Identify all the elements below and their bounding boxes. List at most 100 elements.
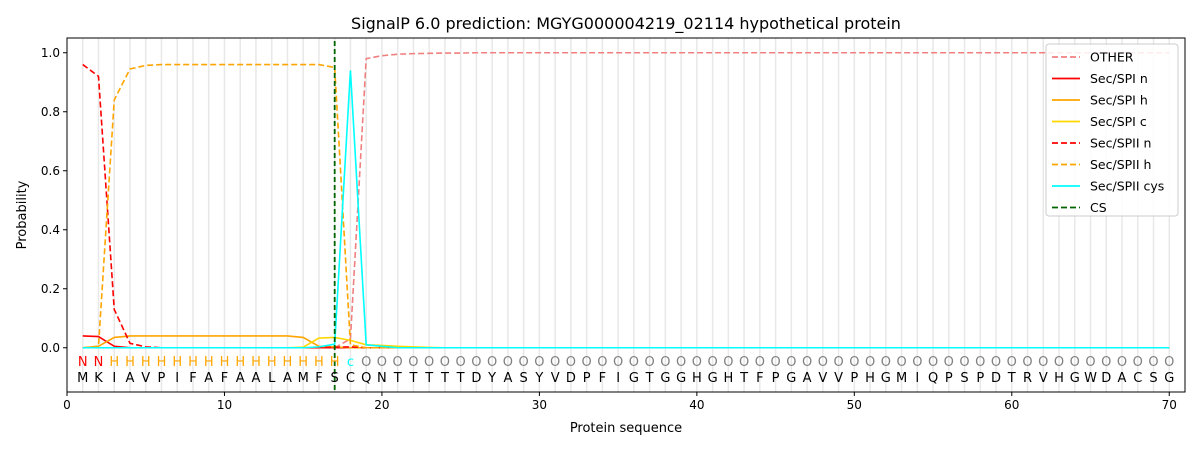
region-label: O <box>692 355 702 370</box>
region-label: c <box>347 355 354 370</box>
residue-label: T <box>424 371 433 386</box>
region-label: H <box>267 355 277 370</box>
residue-label: G <box>676 371 686 386</box>
region-label: H <box>298 355 308 370</box>
region-label: O <box>1054 355 1064 370</box>
residue-label: H <box>865 371 875 386</box>
residue-label: P <box>583 371 591 386</box>
residue-label: A <box>204 371 213 386</box>
residue-label: Y <box>534 371 543 386</box>
series-line-sec-spii-h <box>82 63 1170 349</box>
residue-label: G <box>660 371 670 386</box>
y-tick-label: 0.8 <box>41 105 60 119</box>
residue-label: Y <box>487 371 496 386</box>
region-label: O <box>597 355 607 370</box>
region-label: H <box>125 355 135 370</box>
residue-label: F <box>756 371 763 386</box>
region-label: O <box>975 355 985 370</box>
residue-label: T <box>456 371 465 386</box>
region-label: O <box>723 355 733 370</box>
residue-label: G <box>1164 371 1174 386</box>
residue-label: F <box>221 371 228 386</box>
residue-label: H <box>723 371 733 386</box>
region-label: O <box>550 355 560 370</box>
region-label: O <box>896 355 906 370</box>
residue-label: G <box>708 371 718 386</box>
legend-entry: OTHER <box>1090 50 1134 65</box>
residue-label: D <box>566 371 576 386</box>
region-label: O <box>534 355 544 370</box>
region-label: O <box>471 355 481 370</box>
region-label: O <box>361 355 371 370</box>
region-label: O <box>1148 355 1158 370</box>
residue-label: V <box>818 371 827 386</box>
x-axis-label: Protein sequence <box>570 421 682 436</box>
residue-label: G <box>881 371 891 386</box>
region-label: O <box>755 355 765 370</box>
region-label: H <box>188 355 198 370</box>
region-label: H <box>141 355 151 370</box>
x-tick-label: 0 <box>63 398 71 412</box>
series-line-sec-spi-c <box>82 336 1170 349</box>
residue-label: D <box>991 371 1001 386</box>
residue-label: T <box>1007 371 1016 386</box>
region-label: H <box>157 355 167 370</box>
region-label: O <box>1022 355 1032 370</box>
residue-label: D <box>471 371 481 386</box>
region-label: O <box>1117 355 1127 370</box>
x-tick-label: 50 <box>847 398 862 412</box>
region-label: O <box>645 355 655 370</box>
y-tick-label: 0.0 <box>41 341 60 355</box>
region-label: H <box>204 355 214 370</box>
residue-label: A <box>126 371 135 386</box>
residue-label: C <box>346 371 355 386</box>
region-label: O <box>881 355 891 370</box>
region-label: O <box>991 355 1001 370</box>
legend-entry: Sec/SPII n <box>1090 136 1151 151</box>
region-label: O <box>928 355 938 370</box>
residue-label: A <box>803 371 812 386</box>
residue-label: G <box>786 371 796 386</box>
region-label: O <box>739 355 749 370</box>
region-label: H <box>283 355 293 370</box>
residue-label: H <box>692 371 702 386</box>
region-label: O <box>676 355 686 370</box>
y-tick-label: 1.0 <box>41 46 60 60</box>
residue-label: M <box>77 371 88 386</box>
region-label: H <box>314 355 324 370</box>
residue-label: K <box>94 371 103 386</box>
residue-label: A <box>252 371 261 386</box>
residue-label: P <box>945 371 953 386</box>
region-label: H <box>172 355 182 370</box>
residue-label: N <box>377 371 387 386</box>
residue-label: D <box>1101 371 1111 386</box>
legend: OTHER Sec/SPI n Sec/SPI h Sec/SPI c Sec/SPII… <box>1045 43 1179 217</box>
legend-entry: Sec/SPII cys <box>1090 179 1164 194</box>
residue-label: T <box>739 371 748 386</box>
residue-label: G <box>1070 371 1080 386</box>
residue-label: I <box>915 371 919 386</box>
residue-label: F <box>315 371 322 386</box>
series-line-sec-spi-n <box>82 335 1170 349</box>
region-label: H <box>109 355 119 370</box>
y-tick-label: 0.4 <box>41 223 60 237</box>
region-label: O <box>456 355 466 370</box>
region-label: O <box>1038 355 1048 370</box>
residue-label: V <box>1039 371 1048 386</box>
region-label: O <box>1164 355 1174 370</box>
residue-label: A <box>236 371 245 386</box>
y-tick-label: 0.2 <box>41 282 60 296</box>
residue-label: I <box>175 371 179 386</box>
region-label: O <box>393 355 403 370</box>
region-label: O <box>707 355 717 370</box>
plot-frame <box>66 37 1186 393</box>
region-label: O <box>912 355 922 370</box>
residue-label: Q <box>928 371 938 386</box>
legend-entry: Sec/SPI n <box>1090 71 1148 86</box>
residue-label: V <box>834 371 843 386</box>
residue-label: T <box>393 371 402 386</box>
x-tick-label: 60 <box>1004 398 1019 412</box>
region-label: H <box>220 355 230 370</box>
residue-label: P <box>158 371 166 386</box>
